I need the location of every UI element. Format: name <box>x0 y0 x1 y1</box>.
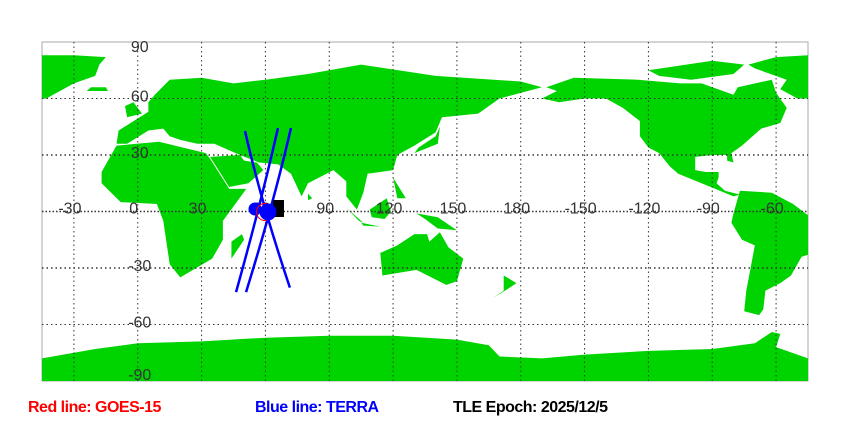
lon-label: 120 <box>376 201 403 218</box>
tle-epoch: TLE Epoch: 2025/12/5 <box>453 399 608 416</box>
land-japan <box>414 126 440 154</box>
land-greenland_w <box>748 55 808 99</box>
land-java <box>361 222 381 227</box>
land-borneo <box>369 198 391 219</box>
lon-label: 180 <box>503 201 530 218</box>
land-philippines <box>393 177 406 199</box>
lat-label: -30 <box>128 258 151 275</box>
lon-label: 90 <box>316 201 334 218</box>
lon-label: -60 <box>761 201 784 218</box>
land-africa <box>101 141 247 278</box>
land-uk <box>125 102 142 118</box>
lon-label: 30 <box>189 201 207 218</box>
land-sumatra <box>339 202 364 223</box>
lat-label: 60 <box>131 89 149 106</box>
lon-label: -30 <box>58 201 81 218</box>
lon-label: 150 <box>440 201 467 218</box>
lat-label: -90 <box>128 367 151 384</box>
land-madagascar <box>231 234 245 259</box>
world-map: -300306090120150180-150-120-90-60906030-… <box>41 39 809 384</box>
terra-current-position-dot <box>259 203 277 221</box>
land-australia <box>380 232 464 285</box>
legend-blue-line: Blue line: TERRA <box>255 399 379 416</box>
land-arabia <box>210 155 264 187</box>
lon-label: -120 <box>628 201 660 218</box>
land-nz <box>493 275 517 299</box>
lon-label: 0 <box>129 201 138 218</box>
land-namerica <box>542 77 787 197</box>
land-newguinea <box>416 213 457 231</box>
land-masses <box>42 55 808 381</box>
satellite-markers <box>248 200 284 221</box>
lon-label: -90 <box>697 201 720 218</box>
land-arctic_ca <box>648 60 745 80</box>
land-srilanka <box>308 193 313 201</box>
lon-label: -150 <box>565 201 597 218</box>
land-greenland_e <box>42 55 106 99</box>
terra-previous-position-dot <box>248 202 262 216</box>
lat-label: 30 <box>131 145 149 162</box>
lat-label: 90 <box>131 39 149 56</box>
grid-lines <box>42 42 808 381</box>
land-samerica <box>731 190 808 316</box>
land-antarctica <box>42 332 808 381</box>
land-iceland <box>86 87 108 91</box>
grid-labels: -300306090120150180-150-120-90-60906030-… <box>58 39 783 384</box>
terra-footprint-marker <box>273 200 284 217</box>
legend-red-line: Red line: GOES-15 <box>28 399 161 416</box>
lat-label: -60 <box>128 315 151 332</box>
